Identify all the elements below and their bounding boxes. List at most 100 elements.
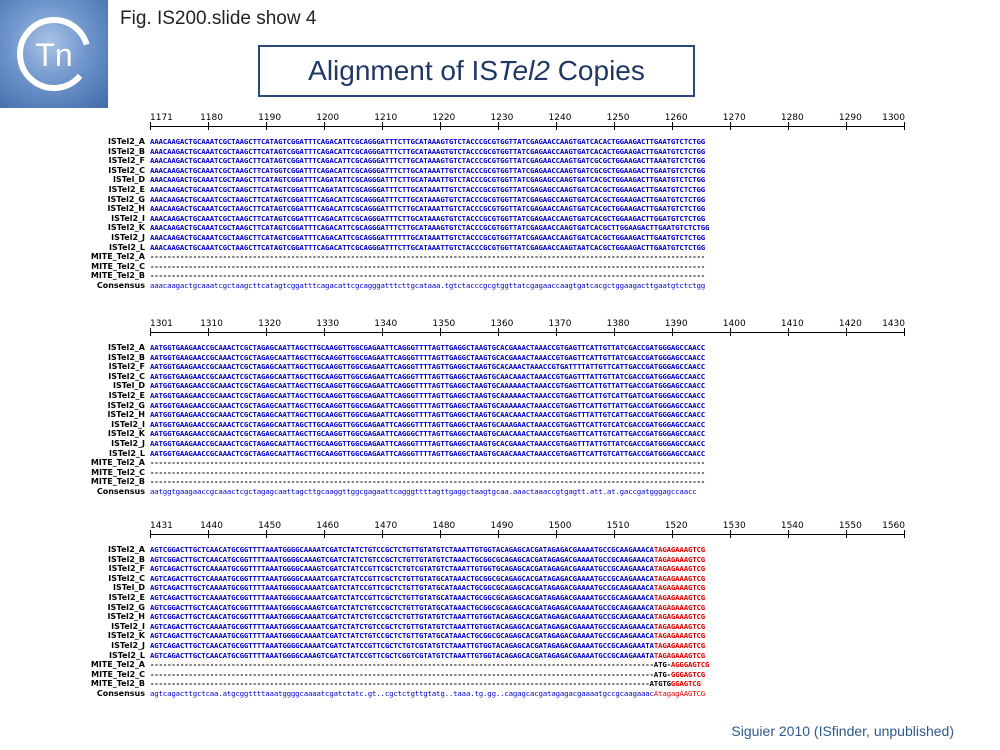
terminal-repeat: TAGAGAAAGTCG [653,641,706,650]
ruler-tick-label: 1290 [838,113,862,123]
sequence-label: ISTel2_C [108,573,145,583]
sequence-text: AAACAAGACTGCAAATCGCTAAGCTTCATAGTCGGATTTC… [150,223,905,233]
sequence-label: ISTel2_B [108,146,145,156]
sequence-text: AGTCAGACTTGCTCAACATGCGGTTTTAAATGGGGCAAAA… [150,641,905,651]
sequence-body: ----------------------------------------… [150,458,706,468]
sequence-label: ISTel2_F [108,362,145,372]
sequence-text: aatggtgaagaaccgcaaactcgctagagcaattagcttg… [150,487,905,497]
logo-text: Tn [35,37,72,73]
sequence-row: ISTel2_B AGTCGGACTTGCTCAACATGCGGTTTTAAATG… [0,555,1000,565]
sequence-label: Consensus [96,281,145,290]
sequence-label: MITE_Tel2_A [90,660,145,670]
sequence-body: AAACAAGACTGCAAATCGCTAAGCTTCATGGTCGGATTTC… [150,165,706,175]
sequence-text: AATGGTGAAGAACCGCAAACTCGCTAGAGCAATTAGCTTG… [150,343,905,353]
sequence-text: aaacaagactgcaaatcgctaagcttcatagtcggatttc… [150,281,905,291]
sequence-row: MITE_Tel2_A -----------------------------… [0,252,1000,262]
sequence-text: AATGGTGAAGAACCGCAAACTCGCTAGAGCAATTAGCTTG… [150,410,905,420]
sequence-text: AAACAAGACTGCAAATCGCTAAGCTTCATAGTCGGATTTC… [150,147,905,157]
sequence-label: MITE_Tel2_C [91,467,145,477]
sequence-row: ISTel2_G AGTCGGACTTGCTCAACATGCGGTTTTAAATG… [0,603,1000,613]
sequence-row: ISTel2_G AAACAAGACTGCAAATCGCTAAGCTTCATAGT… [0,195,1000,205]
terminal-repeat: TAGAGAAAGTCG [653,612,706,622]
slide-title: Alignment of ISTel2 Copies [258,45,695,97]
sequence-body: AGTCGGACTTGCTCAACATGCGGTTTTAAATGGGGCAAAA… [150,612,654,622]
ruler-tick-label: 1330 [316,319,340,329]
title-prefix: Alignment of IS [308,55,499,86]
sequence-label: ISTel2_J [111,439,145,448]
sequence-body: AGTCGGACTTGCTCAACATGCGGTTTTAAATGGGGCAAAG… [150,554,654,564]
terminal-repeat: AtagagAAGTCG [653,689,706,698]
ruler-tick-label: 1300 [882,113,905,123]
sequence-label: ISTel2_J [111,233,145,242]
sequence-body: AATGGTGAAGAACCGCAAACTCGCTAGAGCAATTAGCTTG… [150,410,706,420]
sequence-text: AATGGTGAAGAACCGCAAACTCGCTAGAGCAATTAGCTTG… [150,362,905,372]
terminal-repeat: TAGAGAAAGTCG [653,650,706,660]
sequence-body: agtcagacttgctcaa.atgcggttttaaatggggcaaaa… [150,689,654,698]
credit-note: Siguier 2010 (ISfinder, unpublished) [731,723,954,739]
ruler-tick-label: 1180 [200,113,223,123]
sequence-row: ISTel2_I AATGGTGAAGAACCGCAAACTCGCTAGAGCAA… [0,420,1000,430]
position-ruler: 1171 1180 1190 1200 1210 1220 1230 1240 1250 1260… [150,113,905,130]
sequence-label: MITE_Tel2_A [90,458,145,468]
sequence-label: ISTel_D [113,175,145,185]
ruler-tick-label: 1280 [780,113,804,123]
sequence-text: AATGGTGAAGAACCGCAAACTCGCTAGAGCAATTAGCTTG… [150,439,905,449]
sequence-row: ISTel_D AATGGTGAAGAACCGCAAACTCGCTAGAGCAAT… [0,381,1000,391]
sequence-text: AATGGTGAAGAACCGCAAACTCGCTAGAGCAATTAGCTTG… [150,391,905,401]
sequence-body: ----------------------------------------… [150,477,706,487]
sequence-text: ----------------------------------------… [150,468,905,478]
ruler-tick-label: 1230 [490,113,514,123]
sequence-label: Consensus [96,487,145,496]
sequence-row: ISTel2_E AATGGTGAAGAACCGCAAACTCGCTAGAGCAA… [0,391,1000,401]
ruler-tick-label: 1530 [722,521,746,531]
sequence-label: ISTel2_A [107,545,145,554]
ruler-tick-label: 1320 [258,319,282,329]
ruler-ticks [150,122,905,130]
sequence-row: ISTel2_L AGTCAGACTTGCTCAACATGCGGTTTTAAATG… [0,651,1000,661]
sequence-row: ISTel_D AGTCAGACTTGCTCAAAATGCGGTTTTAAATGG… [0,583,1000,593]
consensus-row: Consensus aaacaagactgcaaatcgctaagcttcatag… [0,281,1000,291]
sequence-row: ISTel2_E AGTCAGACTTGCTCAAAATGCGGTTTTAAATG… [0,593,1000,603]
terminal-repeat: TAGAGAAAGTCG [653,564,706,574]
sequence-body: AATGGTGAAGAACCGCAAACTCGCTAGAGCAATTAGCTTG… [150,352,706,362]
sequence-body: AATGGTGAAGAACCGCAAACTCGCTAGAGCAATTAGCTTG… [150,391,706,400]
sequence-label: ISTel2_E [108,185,145,194]
sequence-row: ISTel2_F AAACAAGACTGCAAATCGCTAAGCTTCATAGT… [0,156,1000,166]
sequence-body: AAACAAGACTGCAAATCGCTAAGCTTCATAGTCGGATTTC… [150,223,710,233]
sequence-row: ISTel2_J AGTCAGACTTGCTCAACATGCGGTTTTAAATG… [0,641,1000,651]
sequence-body: AAACAAGACTGCAAATCGCTAAGCTTCATAGTCGGATTTC… [150,137,706,146]
ruler-line [150,332,905,333]
sequence-label: MITE_Tel2_C [91,669,145,679]
ruler-tick-label: 1440 [200,521,223,531]
ruler-tick-label: 1520 [664,521,688,531]
terminal-repeat: TAGAGAAAGTCG [653,621,706,631]
ruler-tick-label: 1420 [838,319,862,329]
ruler-tick-label: 1390 [664,319,688,329]
sequence-text: agtcagacttgctcaa.atgcggttttaaatggggcaaaa… [150,689,905,699]
sequence-text: ----------------------------------------… [150,477,905,487]
ruler-tick-label: 1190 [258,113,282,123]
ruler-tick-label: 1431 [150,521,173,531]
sequence-text: AGTCAGACTTGCTCAAAATGCGGTTTTAAATGGGGCAAAA… [150,583,905,593]
sequence-row: ISTel2_C AATGGTGAAGAACCGCAAACTCGCTAGAGCAA… [0,372,1000,382]
ruler-ticks [150,328,905,336]
sequence-body: AGTCAGACTTGCTCAAAATGCGGTTTTAAATGGGGCAAAG… [150,564,654,574]
sequence-body: ----------------------------------------… [150,660,671,670]
ruler-tick-label: 1560 [882,521,905,531]
sequence-text: AATGGTGAAGAACCGCAAACTCGCTAGAGCAATTAGCTTG… [150,429,905,439]
sequence-label: ISTel2_L [109,650,145,660]
sequence-body: AATGGTGAAGAACCGCAAACTCGCTAGAGCAATTAGCTTG… [150,448,706,458]
ruler-tick-label: 1500 [548,521,572,531]
sequence-label: MITE_Tel2_A [90,252,145,262]
sequence-text: AGTCAGACTTGCTCAAAATGCGGTTTTAAATGGGGCAAAG… [150,564,905,574]
sequence-row: ISTel2_L AATGGTGAAGAACCGCAAACTCGCTAGAGCAA… [0,449,1000,459]
sequence-row: MITE_Tel2_C -----------------------------… [0,262,1000,272]
sequence-row: ISTel2_K AAACAAGACTGCAAATCGCTAAGCTTCATAGT… [0,223,1000,233]
sequence-body: AGTCAGACTTGCTCAAAATGCGGTTTTAAATGGGGCAAAA… [150,631,654,641]
sequence-text: AAACAAGACTGCAAATCGCTAAGCTTCATAGTCGGATTTC… [150,156,905,166]
sequence-label: ISTel2_A [107,343,145,352]
ruler-tick-label: 1260 [664,113,688,123]
sequence-text: AGTCAGACTTGCTCAAAATGCGGTTTTAAATGGGGCAAAA… [150,622,905,632]
sequence-label: ISTel2_F [108,156,145,166]
title-suffix: Copies [549,55,645,86]
